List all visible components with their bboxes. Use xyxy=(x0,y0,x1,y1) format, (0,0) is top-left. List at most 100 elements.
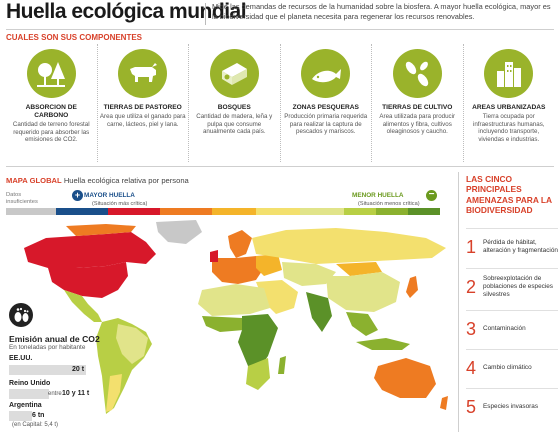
threat-number: 5 xyxy=(466,396,477,417)
map-region-central-africa xyxy=(238,314,278,370)
component-title: TIERRAS DE CULTIVO xyxy=(382,104,453,111)
crops-icon xyxy=(392,49,442,98)
threat-number: 1 xyxy=(466,236,477,257)
component-title: AREAS URBANIZADAS xyxy=(472,104,546,111)
map-region-central-asia xyxy=(282,262,336,286)
component-title: ZONAS PESQUERAS xyxy=(292,104,359,111)
map-region-china xyxy=(326,272,400,312)
co2-country-uk: Reino Unido xyxy=(9,380,51,387)
forest-icon xyxy=(26,49,76,98)
threats-divider xyxy=(458,172,459,432)
map-region-south-africa xyxy=(246,358,270,390)
threats-title: LAS CINCO PRINCIPALES AMENAZAS PARA LA B… xyxy=(466,174,552,216)
map-region-uk xyxy=(210,250,218,262)
co2-value-usa: 20 t xyxy=(72,366,85,373)
map-region-greenland xyxy=(156,220,202,244)
co2-title: Emisión anual de CO2 xyxy=(9,334,100,344)
map-region-japan xyxy=(406,276,418,298)
map-region-north-africa xyxy=(198,284,270,316)
legend-swatch xyxy=(160,208,212,215)
map-region-russia xyxy=(252,228,446,264)
map-region-madagascar xyxy=(278,356,286,374)
map-heading: MAPA GLOBAL Huella ecológica relativa po… xyxy=(6,176,189,185)
threat-text: Especies invasoras xyxy=(483,403,539,410)
map-heading-label: MAPA GLOBAL xyxy=(6,176,62,185)
threat-text: Cambio climático xyxy=(483,364,532,371)
legend-swatch xyxy=(376,208,408,215)
divider xyxy=(6,166,554,167)
legend-swatch xyxy=(256,208,300,215)
map-region-brazil xyxy=(116,324,148,364)
map-region-canada-north xyxy=(66,224,136,236)
legend-swatch xyxy=(408,208,440,215)
legend-color-scale xyxy=(6,208,440,215)
page-title: Huella ecológica mundial xyxy=(6,0,247,23)
co2-note-uk: entre xyxy=(48,391,62,397)
threat-text: Pérdida de hábitat, alteración y fragmen… xyxy=(483,239,558,254)
plus-icon: + xyxy=(72,190,83,201)
component-carbon: ABSORCION DE CARBONO Cantidad de terreno… xyxy=(6,44,98,162)
component-desc: Area que utiliza el ganado para carne, l… xyxy=(99,113,186,128)
co2-bar-uk xyxy=(9,389,49,399)
threat-item: 1 Pérdida de hábitat, alteración y fragm… xyxy=(466,228,558,265)
component-title: ABSORCION DE CARBONO xyxy=(25,104,77,119)
legend-swatch xyxy=(56,208,108,215)
legend-less-label: MENOR HUELLA xyxy=(352,192,404,199)
map-region-argentina xyxy=(106,374,122,412)
threat-number: 3 xyxy=(466,318,477,339)
wood-logs-icon xyxy=(209,49,259,98)
map-subheading: Huella ecológica relativa por persona xyxy=(63,176,189,185)
legend-swatch xyxy=(344,208,376,215)
footprint-icon xyxy=(9,303,33,327)
components-row: ABSORCION DE CARBONO Cantidad de terreno… xyxy=(6,44,554,162)
map-region-mongolia xyxy=(336,262,382,276)
components-heading: CUALES SON SUS COMPONENTES xyxy=(6,33,143,42)
map-region-europe xyxy=(212,256,264,284)
threat-item: 3 Contaminación xyxy=(466,310,558,347)
threat-text: Sobreexplotación de poblaciones de espec… xyxy=(483,275,553,298)
co2-bar-usa xyxy=(9,365,86,375)
component-title: BOSQUES xyxy=(217,104,251,111)
co2-bar-argentina xyxy=(9,411,32,421)
title-divider xyxy=(205,3,206,25)
threat-number: 2 xyxy=(466,276,477,297)
map-region-indonesia xyxy=(356,338,410,350)
co2-country-argentina: Argentina xyxy=(9,402,42,409)
map-region-scandinavia xyxy=(228,230,252,258)
legend-swatch xyxy=(212,208,256,215)
divider xyxy=(6,29,554,30)
map-region-mexico xyxy=(64,290,102,322)
map-region-new-zealand xyxy=(440,396,448,410)
map-region-southeast-asia xyxy=(346,312,378,336)
map-region-middle-east xyxy=(256,280,298,314)
threat-text: Contaminación xyxy=(483,325,526,332)
map-region-canada xyxy=(24,232,156,268)
component-desc: Tierra ocupada por infraestructuras huma… xyxy=(472,113,545,143)
component-desc: Area utilizada para producir alimentos y… xyxy=(379,113,456,136)
legend-swatch xyxy=(108,208,160,215)
legend-insufficient-label: Datos insuficientes xyxy=(6,192,38,205)
component-fishing: ZONAS PESQUERAS Producción primaria requ… xyxy=(281,44,372,162)
component-forests: BOSQUES Cantidad de madera, leña y pulpa… xyxy=(189,44,281,162)
component-desc: Cantidad de terreno forestal requerido p… xyxy=(12,121,90,144)
co2-note-argentina: (en Capital: 5,4 t) xyxy=(12,422,59,428)
component-cropland: TIERRAS DE CULTIVO Area utilizada para p… xyxy=(372,44,464,162)
legend-more-label: MAYOR HUELLA xyxy=(84,192,135,199)
cow-icon xyxy=(118,49,168,98)
world-map xyxy=(24,220,448,414)
component-urban: AREAS URBANIZADAS Tierra ocupada por inf… xyxy=(464,44,555,162)
legend-more-sublabel: (Situación más crítica) xyxy=(92,201,148,207)
legend-swatch xyxy=(6,208,56,215)
co2-value-uk: 10 y 11 t xyxy=(62,390,90,397)
map-region-west-africa xyxy=(202,316,244,332)
buildings-icon xyxy=(484,49,534,98)
map-region-east-europe xyxy=(256,254,282,276)
legend-less-sublabel: (Situación menos crítica) xyxy=(358,201,420,207)
component-grazing: TIERRAS DE PASTOREO Area que utiliza el … xyxy=(98,44,189,162)
map-region-usa xyxy=(48,262,128,298)
minus-icon: − xyxy=(426,190,437,201)
map-region-australia xyxy=(374,358,436,398)
component-title: TIERRAS DE PASTOREO xyxy=(103,104,182,111)
legend-swatch xyxy=(300,208,344,215)
threat-item: 2 Sobreexplotación de poblaciones de esp… xyxy=(466,268,558,305)
